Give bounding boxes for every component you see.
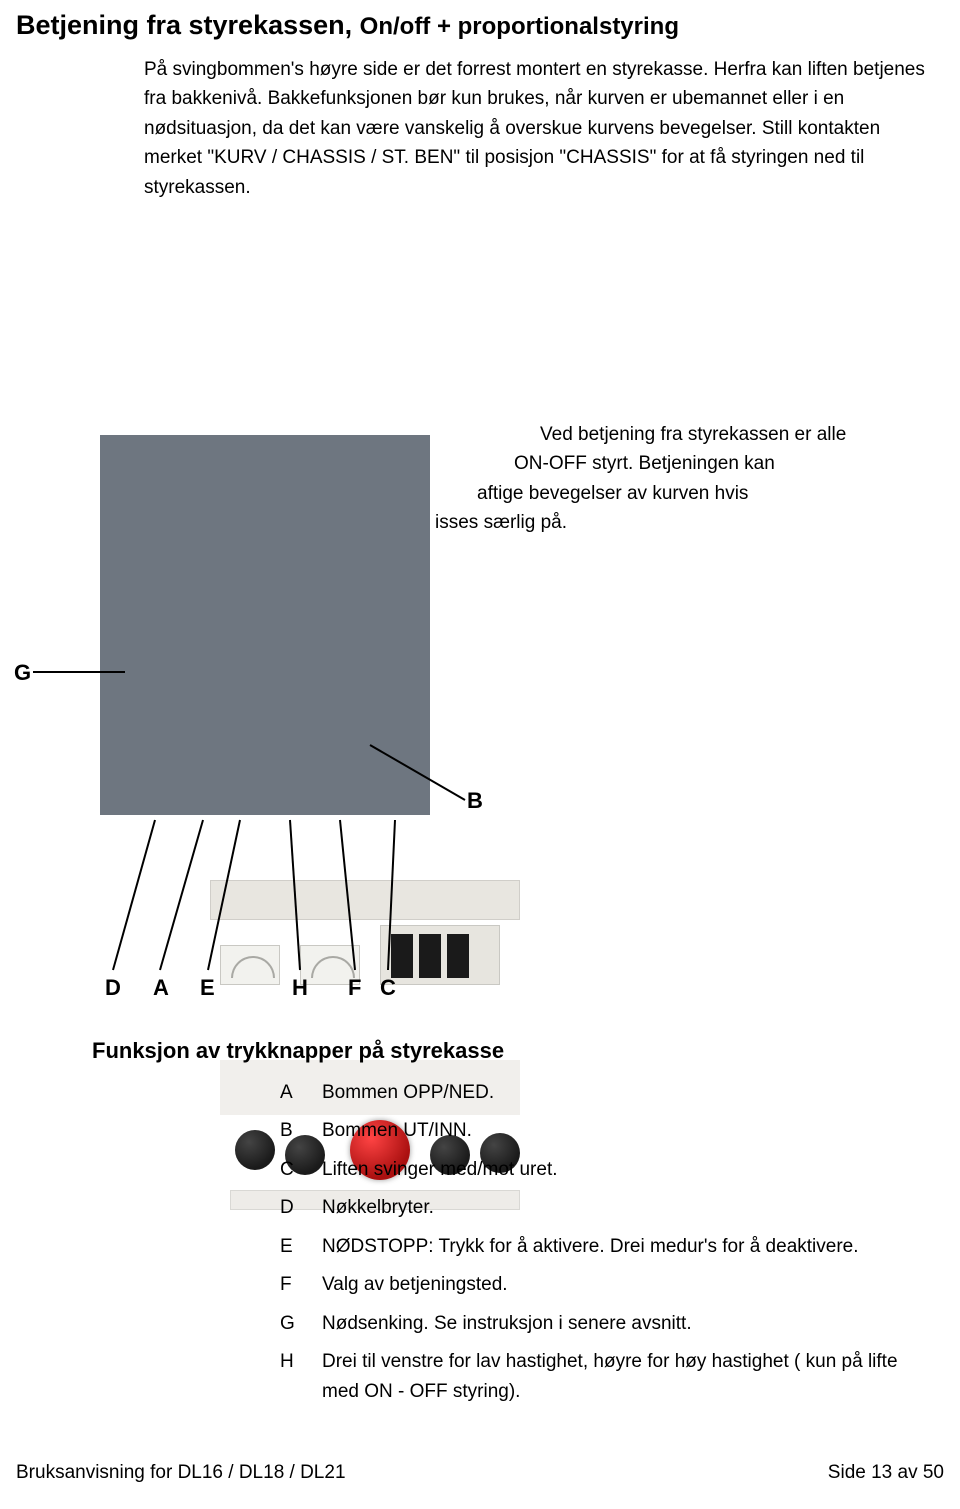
- table-key: E: [280, 1232, 322, 1261]
- table-val: Valg av betjeningsted.: [322, 1270, 920, 1299]
- title-sub: On/off + proportionalstyring: [360, 13, 679, 40]
- photo-knob-1: [235, 1130, 275, 1170]
- page-footer: Bruksanvisning for DL16 / DL18 / DL21 Si…: [16, 1462, 944, 1484]
- table-val: Nødsenking. Se instruksjon i senere avsn…: [322, 1309, 920, 1338]
- side-paragraph-line2: ON-OFF styrt. Betjeningen kan: [514, 449, 940, 478]
- table-row: G Nødsenking. Se instruksjon i senere av…: [280, 1309, 920, 1338]
- table-key: A: [280, 1078, 322, 1107]
- table-key: B: [280, 1116, 322, 1145]
- callout-c: C: [380, 975, 396, 1001]
- function-table: A Bommen OPP/NED. B Bommen UT/INN. C Lif…: [280, 1078, 920, 1415]
- table-val: Bommen OPP/NED.: [322, 1078, 920, 1107]
- table-val: Liften svinger med/mot uret.: [322, 1155, 920, 1184]
- page: Betjening fra styrekassen, On/off + prop…: [0, 0, 960, 1509]
- photo-breaker: [380, 925, 500, 985]
- callout-b: B: [467, 788, 483, 814]
- table-row: H Drei til venstre for lav hastighet, hø…: [280, 1347, 920, 1406]
- table-row: C Liften svinger med/mot uret.: [280, 1155, 920, 1184]
- table-row: D Nøkkelbryter.: [280, 1193, 920, 1222]
- table-val: Bommen UT/INN.: [322, 1116, 920, 1145]
- table-row: F Valg av betjeningsted.: [280, 1270, 920, 1299]
- callout-e: E: [200, 975, 215, 1001]
- table-val: Nøkkelbryter.: [322, 1193, 920, 1222]
- callout-g: G: [14, 660, 31, 686]
- table-row: E NØDSTOPP: Trykk for å aktivere. Drei m…: [280, 1232, 920, 1261]
- callout-h: H: [292, 975, 308, 1001]
- callout-a: A: [153, 975, 169, 1001]
- table-val: NØDSTOPP: Trykk for å aktivere. Drei med…: [322, 1232, 920, 1261]
- callout-d: D: [105, 975, 121, 1001]
- side-paragraph-line4: isses særlig på.: [435, 508, 940, 537]
- side-paragraph-line1: Ved betjening fra styrekassen er alle: [540, 420, 940, 449]
- photo-gauge-left: [220, 945, 280, 985]
- side-paragraph-line3: aftige bevegelser av kurven hvis: [477, 479, 940, 508]
- table-row: B Bommen UT/INN.: [280, 1116, 920, 1145]
- side-paragraph: Ved betjening fra styrekassen er alle ON…: [540, 420, 940, 538]
- table-key: H: [280, 1347, 322, 1406]
- footer-right: Side 13 av 50: [828, 1462, 944, 1484]
- table-heading: Funksjon av trykknapper på styrekasse: [92, 1038, 504, 1064]
- table-key: C: [280, 1155, 322, 1184]
- callout-f: F: [348, 975, 361, 1001]
- intro-paragraph: På svingbommen's høyre side er det forre…: [144, 55, 934, 202]
- page-title: Betjening fra styrekassen, On/off + prop…: [16, 10, 679, 41]
- footer-left: Bruksanvisning for DL16 / DL18 / DL21: [16, 1462, 346, 1484]
- table-key: F: [280, 1270, 322, 1299]
- table-val: Drei til venstre for lav hastighet, høyr…: [322, 1347, 920, 1406]
- table-key: D: [280, 1193, 322, 1222]
- photo-top-label: [210, 880, 520, 920]
- table-row: A Bommen OPP/NED.: [280, 1078, 920, 1107]
- control-box-photo: [100, 435, 430, 815]
- title-main: Betjening fra styrekassen,: [16, 10, 360, 40]
- table-key: G: [280, 1309, 322, 1338]
